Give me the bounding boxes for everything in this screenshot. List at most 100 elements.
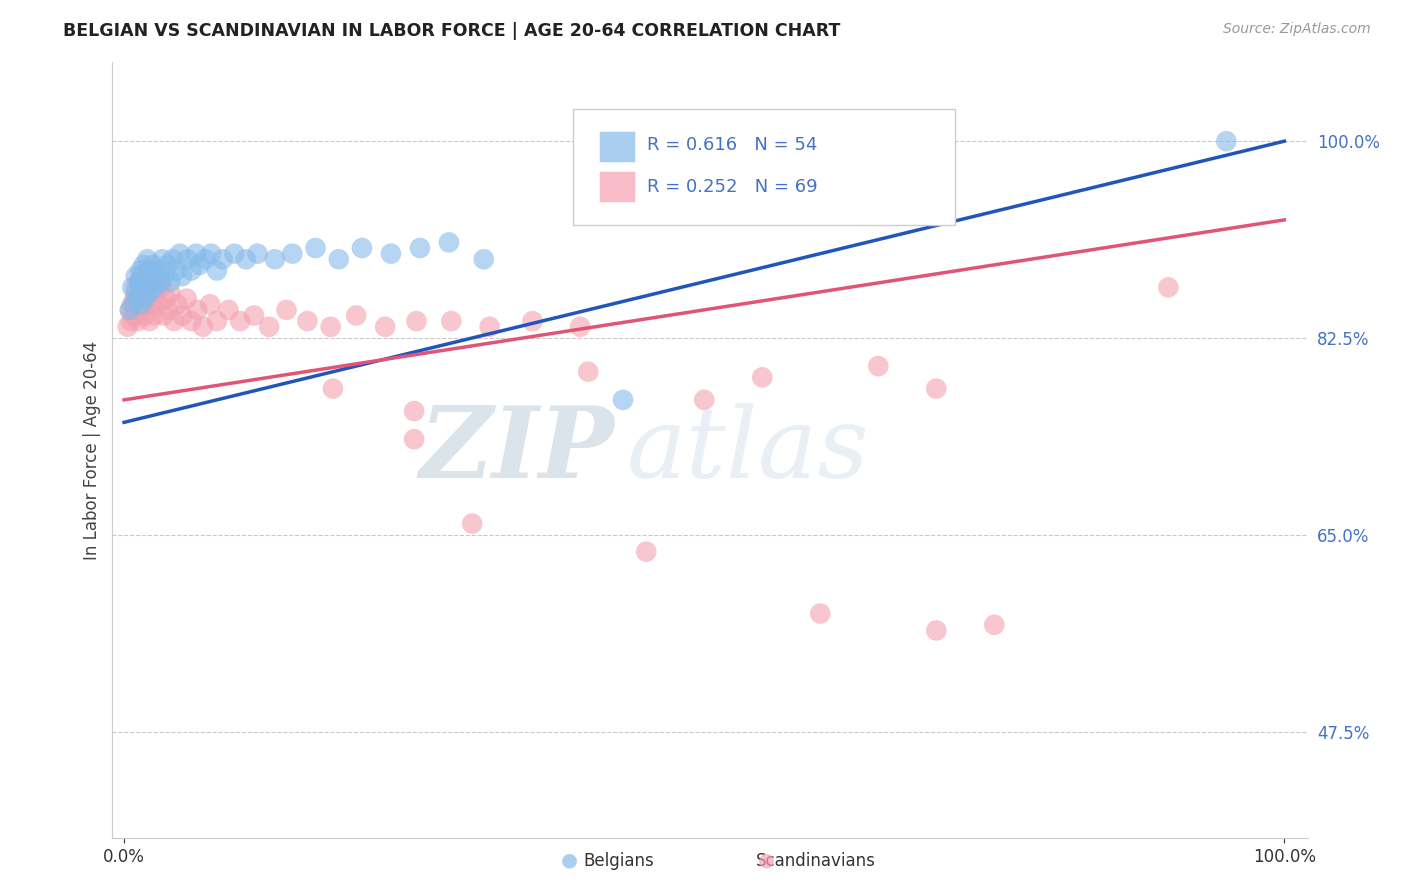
Point <box>472 252 495 267</box>
Point <box>117 319 139 334</box>
Point <box>120 314 142 328</box>
Text: ●: ● <box>758 851 775 870</box>
Text: ●: ● <box>561 851 578 870</box>
Point <box>135 297 157 311</box>
Point <box>404 432 426 446</box>
Point <box>148 297 170 311</box>
Point <box>205 263 228 277</box>
Point <box>121 297 143 311</box>
Point <box>983 617 1005 632</box>
Text: Source: ZipAtlas.com: Source: ZipAtlas.com <box>1223 22 1371 37</box>
Point <box>184 246 207 260</box>
Point <box>134 292 156 306</box>
Point <box>350 241 373 255</box>
Point <box>138 314 160 328</box>
Text: ZIP: ZIP <box>419 402 614 499</box>
Point <box>159 285 181 300</box>
Point <box>129 285 152 300</box>
Point <box>186 302 208 317</box>
Point <box>264 252 287 267</box>
Point <box>304 241 326 255</box>
Text: R = 0.616   N = 54: R = 0.616 N = 54 <box>647 136 817 154</box>
Point <box>243 309 266 323</box>
Point <box>172 309 194 323</box>
Point <box>150 252 173 267</box>
Point <box>142 275 165 289</box>
Point <box>328 252 350 267</box>
Point <box>409 241 432 255</box>
Point <box>176 292 198 306</box>
Point <box>374 319 396 334</box>
Point <box>1215 134 1237 148</box>
Point <box>636 544 658 558</box>
Text: Scandinavians: Scandinavians <box>755 852 876 870</box>
Point <box>925 382 948 396</box>
FancyBboxPatch shape <box>599 171 634 202</box>
Point <box>125 280 148 294</box>
Point <box>129 263 152 277</box>
Point <box>461 516 484 531</box>
Point <box>205 314 228 328</box>
Point <box>128 275 150 289</box>
Point <box>152 309 174 323</box>
Text: R = 0.252   N = 69: R = 0.252 N = 69 <box>647 178 817 195</box>
Point <box>437 235 460 250</box>
Text: Belgians: Belgians <box>583 852 654 870</box>
Point <box>808 607 831 621</box>
Point <box>125 302 148 317</box>
Point <box>693 392 716 407</box>
Point <box>165 263 187 277</box>
FancyBboxPatch shape <box>572 109 955 226</box>
Point <box>134 285 156 300</box>
Point <box>276 302 298 317</box>
Point <box>257 319 280 334</box>
Point <box>246 246 269 260</box>
Point <box>612 392 634 407</box>
Point <box>297 314 319 328</box>
Point <box>344 309 367 323</box>
Point <box>132 258 155 272</box>
Point <box>155 292 177 306</box>
Point <box>138 292 160 306</box>
Text: atlas: atlas <box>627 403 869 498</box>
Point <box>322 382 344 396</box>
Point <box>440 314 463 328</box>
Point <box>136 280 159 294</box>
Point <box>188 258 211 272</box>
Point <box>138 285 160 300</box>
Point <box>139 297 162 311</box>
Point <box>127 292 149 306</box>
Point <box>122 297 145 311</box>
Point <box>163 314 186 328</box>
Point <box>177 252 200 267</box>
Point <box>194 252 217 267</box>
FancyBboxPatch shape <box>599 131 634 161</box>
Point <box>132 309 155 323</box>
Point <box>1157 280 1180 294</box>
Point <box>576 365 599 379</box>
Point <box>169 246 191 260</box>
Point <box>153 269 176 284</box>
Point <box>925 624 948 638</box>
Point <box>142 258 165 272</box>
Point <box>128 297 150 311</box>
Point <box>751 370 773 384</box>
Point <box>121 280 143 294</box>
Point <box>198 297 221 311</box>
Point <box>478 319 501 334</box>
Point <box>142 280 165 294</box>
Point <box>281 246 304 260</box>
Point <box>145 280 167 294</box>
Point <box>118 302 141 317</box>
Point <box>159 275 181 289</box>
Point <box>118 302 141 317</box>
Point <box>138 263 160 277</box>
Point <box>172 269 194 284</box>
Point <box>211 252 233 267</box>
Text: BELGIAN VS SCANDINAVIAN IN LABOR FORCE | AGE 20-64 CORRELATION CHART: BELGIAN VS SCANDINAVIAN IN LABOR FORCE |… <box>63 22 841 40</box>
Point <box>136 280 159 294</box>
Point <box>131 297 153 311</box>
Point <box>200 246 222 260</box>
Point <box>319 319 342 334</box>
Point <box>224 246 246 260</box>
